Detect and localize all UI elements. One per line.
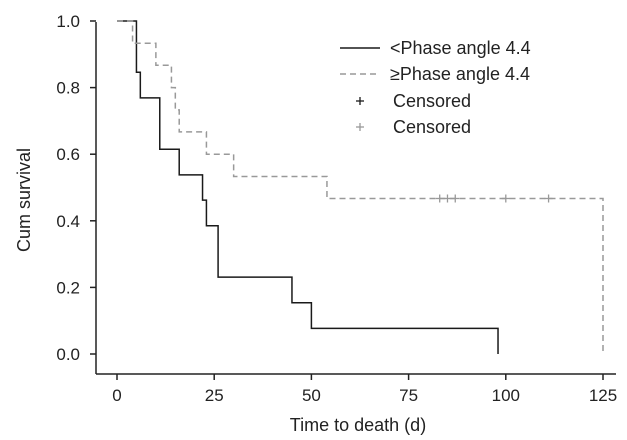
plot-area: 0 25 50 75 100 125 0.0 0.2 0.4 0.6 0.8 1.0 <box>56 12 617 405</box>
censor-marker <box>451 194 460 203</box>
y-tick-label: 0.2 <box>56 278 80 297</box>
legend-censored-black-marker <box>356 97 364 105</box>
x-tick-label: 75 <box>399 386 418 405</box>
censor-layer <box>435 194 553 203</box>
y-tick-label: 0.8 <box>56 79 80 98</box>
x-axis-title: Time to death (d) <box>290 415 426 435</box>
legend: <Phase angle 4.4 ≥Phase angle 4.4 Censor… <box>340 38 531 137</box>
y-axis-title: Cum survival <box>14 148 34 252</box>
x-tick-label: 125 <box>589 386 617 405</box>
series-below-curve <box>117 20 499 354</box>
legend-label-above: ≥Phase angle 4.4 <box>390 64 530 84</box>
censor-marker <box>501 194 510 203</box>
legend-label-censored-grey: Censored <box>393 117 471 137</box>
y-tick-label: 0.6 <box>56 145 80 164</box>
x-tick-label: 100 <box>492 386 520 405</box>
censor-marker <box>435 194 444 203</box>
legend-label-censored-black: Censored <box>393 91 471 111</box>
series-above-curve <box>117 20 604 354</box>
x-tick-label: 50 <box>302 386 321 405</box>
y-tick-label: 1.0 <box>56 12 80 31</box>
censor-marker <box>544 194 553 203</box>
censor-marker <box>443 194 452 203</box>
x-ticks: 0 25 50 75 100 125 <box>112 374 617 405</box>
legend-label-below: <Phase angle 4.4 <box>390 38 531 58</box>
y-tick-label: 0.4 <box>56 212 80 231</box>
x-tick-label: 0 <box>112 386 121 405</box>
y-ticks: 0.0 0.2 0.4 0.6 0.8 1.0 <box>56 12 96 364</box>
y-tick-label: 0.0 <box>56 345 80 364</box>
legend-censored-grey-marker <box>356 123 364 131</box>
x-tick-label: 25 <box>205 386 224 405</box>
series-layer <box>117 20 604 354</box>
